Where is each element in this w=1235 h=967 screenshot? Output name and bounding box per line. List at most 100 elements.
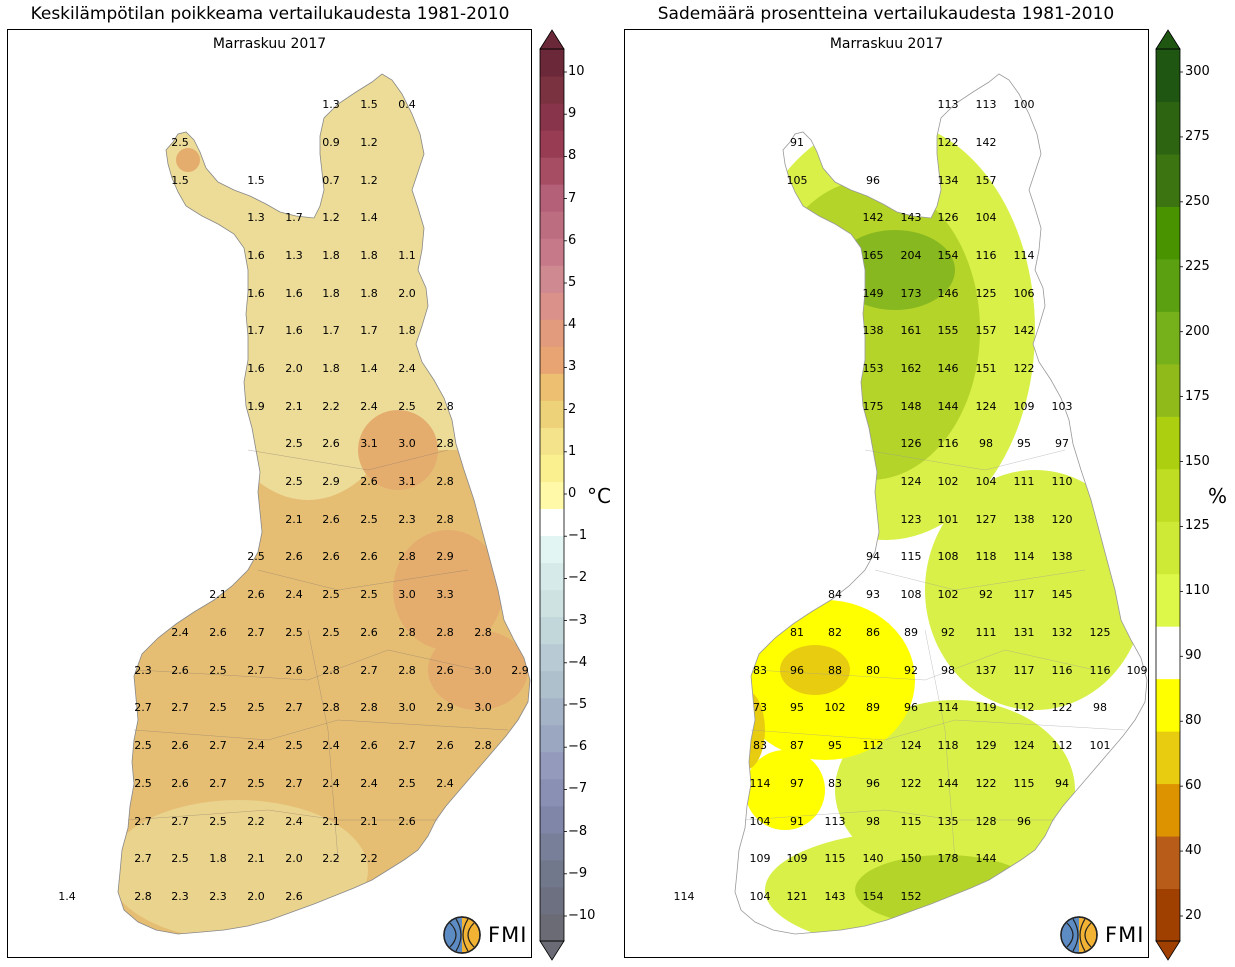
station-value-label: 106 [1014, 287, 1035, 300]
station-value-label: 2.4 [171, 626, 189, 639]
colorbar-segment [1156, 888, 1180, 942]
station-value-label: 1.6 [247, 362, 265, 375]
colorbar-segment [540, 184, 564, 212]
colorbar-tick-label: 60 [1185, 778, 1202, 794]
station-value-label: 2.5 [398, 400, 416, 413]
station-value-label: 2.6 [360, 626, 378, 639]
station-value-label: 1.7 [360, 324, 378, 337]
colorbar-tick-label: −8 [568, 823, 588, 839]
colorbar-tick-label: 2 [568, 401, 577, 417]
station-value-label: 3.0 [474, 664, 492, 677]
station-value-label: 83 [828, 777, 842, 790]
station-value-label: 88 [828, 664, 842, 677]
station-value-label: 2.5 [285, 739, 303, 752]
station-value-label: 154 [863, 890, 884, 903]
right-map-frame: 113 113 100 91 122 142 105 96 134 157 142 143 126 104… [624, 29, 1149, 958]
station-value-label: 2.1 [285, 513, 303, 526]
station-value-label: 144 [976, 852, 997, 865]
right-map-subtitle: Marraskuu 2017 [829, 36, 944, 52]
station-value-label: 2.4 [247, 739, 265, 752]
station-value-label: 108 [901, 588, 922, 601]
station-value-label: 2.6 [171, 739, 189, 752]
station-value-label: 2.8 [322, 701, 340, 714]
colorbar-segment [540, 76, 564, 104]
station-value-label: 114 [1014, 550, 1035, 563]
station-value-label: 102 [938, 475, 959, 488]
station-value-label: 98 [1093, 701, 1107, 714]
station-value-label: 125 [976, 287, 997, 300]
station-value-label: 2.4 [360, 400, 378, 413]
colorbar-segment [540, 292, 564, 320]
station-value-label: 115 [901, 550, 922, 563]
station-value-label: 112 [1014, 701, 1035, 714]
station-value-label: 119 [976, 701, 997, 714]
station-value-label: 2.6 [171, 664, 189, 677]
station-value-label: 94 [1055, 777, 1069, 790]
station-value-label: 96 [866, 174, 880, 187]
station-value-label: 2.5 [134, 739, 152, 752]
station-value-label: 145 [1052, 588, 1073, 601]
colorbar-tick-label: 300 [1185, 64, 1210, 79]
station-value-label: 142 [976, 136, 997, 149]
station-value-label: 152 [901, 890, 922, 903]
station-value-label: 2.5 [398, 777, 416, 790]
colorbar-tick-label: 0 [568, 486, 577, 501]
station-value-label: 155 [938, 324, 959, 337]
station-value-label: 83 [753, 739, 767, 752]
station-value-label: 1.8 [322, 287, 340, 300]
station-value-label: 109 [1014, 400, 1035, 413]
temperature-anomaly-map: 1.3 1.5 0.4 2.5 0.9 1.2 1.5 1.5 0.7 1.2 1.3 1.7 1.2 1… [58, 73, 531, 935]
station-value-label: 2.2 [322, 400, 340, 413]
temperature-colorbar [539, 29, 567, 961]
station-value-label: 2.3 [398, 513, 416, 526]
station-value-label: 2.7 [285, 777, 303, 790]
colorbar-segment [1156, 783, 1180, 837]
station-value-label: 1.8 [398, 324, 416, 337]
colorbar-segment [540, 886, 564, 915]
station-value-label: 89 [866, 701, 880, 714]
station-value-label: 115 [825, 852, 846, 865]
station-value-label: 2.8 [436, 626, 454, 639]
station-value-label: 173 [901, 287, 922, 300]
station-value-label: 124 [976, 400, 997, 413]
right-unit-label: % [1208, 484, 1228, 508]
station-value-label: 2.6 [436, 664, 454, 677]
station-value-label: 2.5 [134, 777, 152, 790]
station-value-label: 144 [938, 777, 959, 790]
station-value-label: 2.8 [398, 664, 416, 677]
fmi-logo-text: FMI [488, 923, 528, 947]
station-value-label: 0.4 [398, 98, 416, 111]
station-value-label: 144 [938, 400, 959, 413]
station-value-label: 84 [828, 588, 842, 601]
colorbar-segment [1156, 101, 1180, 155]
station-value-label: 162 [901, 362, 922, 375]
station-value-label: 148 [901, 400, 922, 413]
station-value-label: 142 [1014, 324, 1035, 337]
station-value-label: 2.5 [360, 513, 378, 526]
station-value-label: 146 [938, 362, 959, 375]
station-value-label: 2.5 [247, 550, 265, 563]
station-value-label: 114 [938, 701, 959, 714]
station-value-label: 122 [938, 136, 959, 149]
colorbar-segment [1156, 206, 1180, 260]
colorbar-max-arrow [1155, 29, 1181, 50]
station-value-label: 100 [1014, 98, 1035, 111]
station-value-label: 151 [976, 362, 997, 375]
station-value-label: 2.4 [285, 815, 303, 828]
station-value-label: 117 [1014, 588, 1035, 601]
fmi-emblem-icon [1060, 916, 1098, 954]
colorbar-segment [1156, 521, 1180, 575]
colorbar-tick-label: −9 [568, 865, 588, 881]
colorbar-segment [540, 643, 564, 672]
colorbar-tick-label: 40 [1185, 843, 1202, 859]
station-value-label: 104 [976, 475, 997, 488]
station-value-label: 101 [938, 513, 959, 526]
colorbar-segment [1156, 836, 1180, 890]
station-value-label: 93 [866, 588, 880, 601]
station-value-label: 2.5 [247, 701, 265, 714]
colorbar-segment [540, 319, 564, 347]
station-value-label: 134 [938, 174, 959, 187]
station-value-label: 138 [1052, 550, 1073, 563]
station-value-label: 1.6 [247, 249, 265, 262]
station-value-label: 0.7 [322, 174, 340, 187]
